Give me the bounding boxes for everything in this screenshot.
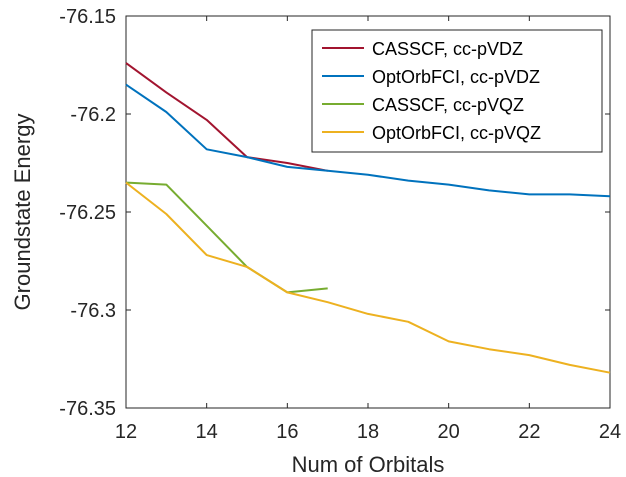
series-line-2: [125, 83, 611, 198]
legend-entry-4: OptOrbFCI, cc-pVQZ: [372, 123, 541, 143]
x-tick-label: 16: [276, 421, 298, 443]
series-line-3: [125, 181, 328, 294]
x-tick-label: 12: [115, 421, 137, 443]
legend: CASSCF, cc-pVDZ OptOrbFCI, cc-pVDZ CASSCF,…: [311, 29, 603, 153]
x-tick-label: 18: [357, 421, 379, 443]
ticks-layer: 12 14 16 18 20 22 24 -76.35 -76.3 -76.25 -76.2 -76.…: [59, 6, 621, 443]
x-tick-label: 22: [518, 421, 540, 443]
series-line-1: [125, 62, 328, 172]
series-line-4: [125, 181, 611, 374]
series-layer: [125, 62, 611, 374]
y-tick-label: -76.3: [70, 300, 116, 322]
x-tick-label: 14: [196, 421, 218, 443]
legend-entry-2: OptOrbFCI, cc-pVDZ: [372, 67, 540, 87]
y-tick-label: -76.35: [59, 398, 116, 420]
x-tick-label: 20: [438, 421, 460, 443]
y-axis-label: Groundstate Energy: [10, 114, 35, 311]
x-axis-label: Num of Orbitals: [292, 452, 445, 477]
legend-entry-3: CASSCF, cc-pVQZ: [372, 95, 524, 115]
x-tick-label: 24: [599, 421, 621, 443]
y-tick-label: -76.2: [70, 104, 116, 126]
y-tick-label: -76.25: [59, 202, 116, 224]
legend-entry-1: CASSCF, cc-pVDZ: [372, 39, 523, 59]
y-tick-label: -76.15: [59, 6, 116, 28]
